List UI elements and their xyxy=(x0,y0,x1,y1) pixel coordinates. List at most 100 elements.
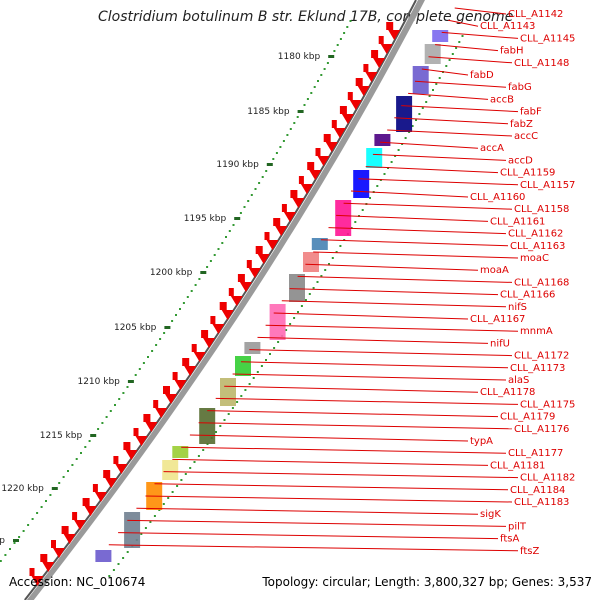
gene-leader-line xyxy=(428,56,513,64)
feature-block xyxy=(366,148,383,168)
gene-label: CLL_A1160 xyxy=(470,192,525,203)
gene-arrow xyxy=(333,128,346,138)
scale-dot xyxy=(306,98,309,100)
inner-dot xyxy=(369,197,371,199)
gene-leader-line xyxy=(414,80,507,88)
gene-arrow xyxy=(317,156,330,166)
gene-leader-line xyxy=(372,153,507,161)
gene-body xyxy=(72,512,78,520)
gene-arrow xyxy=(292,198,305,208)
scale-dot xyxy=(134,374,137,376)
inner-dot xyxy=(149,521,152,523)
gene-leader-line xyxy=(154,483,509,491)
scale-dot xyxy=(80,452,82,454)
feature-block xyxy=(124,512,141,548)
gene-arrow xyxy=(300,184,313,194)
gene-leader-line xyxy=(336,214,489,222)
scale-dot xyxy=(250,194,253,196)
gene-arrow xyxy=(165,394,177,404)
inner-dot xyxy=(425,101,428,103)
gene-label: pilT xyxy=(508,521,527,532)
gene-arrow xyxy=(283,212,296,222)
inner-dot xyxy=(112,569,115,571)
gene-body xyxy=(363,64,369,72)
gene-leader-line xyxy=(401,105,519,113)
feature-block xyxy=(311,238,328,250)
gene-label: CLL_A1173 xyxy=(510,363,565,374)
scale-dot xyxy=(45,500,47,502)
inner-dot xyxy=(219,425,222,427)
gene-label: CLL_A1184 xyxy=(510,485,565,496)
feature-block xyxy=(412,66,429,94)
feature-block xyxy=(396,96,413,132)
gene-body xyxy=(228,288,234,296)
gene-label: CLL_A1175 xyxy=(520,399,575,410)
gene-label: sigK xyxy=(480,509,501,520)
scale-dot xyxy=(31,518,34,520)
gene-body xyxy=(143,414,151,422)
scale-dot xyxy=(159,338,162,340)
gene-leader-line xyxy=(189,434,469,442)
gene-arrow xyxy=(174,380,187,390)
feature-block xyxy=(235,356,251,376)
scale-dot xyxy=(232,224,235,226)
gene-label: CLL_A1163 xyxy=(510,241,565,252)
inner-dot xyxy=(171,491,174,493)
scale-dot xyxy=(272,158,275,160)
inner-dot xyxy=(361,209,364,211)
scale-dot xyxy=(228,230,231,232)
gene-leader-line xyxy=(198,422,513,430)
scale-dot xyxy=(67,470,69,472)
gene-label: CLL_A1172 xyxy=(514,351,569,362)
gene-label: nifU xyxy=(490,338,510,349)
inner-dot xyxy=(277,341,280,343)
scale-dot xyxy=(349,20,352,22)
gene-leader-line xyxy=(305,263,479,271)
gene-body xyxy=(219,302,227,310)
inner-dot xyxy=(223,419,226,421)
scale-label: 1205 kbp xyxy=(114,323,157,333)
gene-arrow xyxy=(135,436,148,446)
gene-label: CLL_A1182 xyxy=(520,473,575,484)
gene-label: accC xyxy=(514,131,538,142)
gene-body xyxy=(153,400,159,408)
gene-leader-line xyxy=(448,19,479,27)
gene-body xyxy=(281,204,287,212)
scale-dot xyxy=(101,422,104,424)
scale-dot xyxy=(339,38,342,40)
scale-dot xyxy=(317,80,319,82)
gene-leader-line xyxy=(387,129,513,137)
gene-body xyxy=(61,526,69,534)
inner-dot xyxy=(248,383,251,385)
gene-leader-line xyxy=(163,471,519,479)
gene-label: nifS xyxy=(508,302,527,313)
inner-dot xyxy=(153,515,156,517)
scale-dot xyxy=(138,368,141,370)
gene-arrow xyxy=(74,520,87,530)
gene-arrow xyxy=(193,352,206,362)
scale-dot xyxy=(49,494,52,496)
gene-body xyxy=(273,218,281,226)
scale-dot xyxy=(179,308,181,310)
scale-dot xyxy=(261,176,264,178)
inner-dot xyxy=(167,497,170,499)
scale-dot xyxy=(293,122,296,124)
gene-leader-line xyxy=(328,227,507,235)
scale-dot xyxy=(9,548,11,550)
inner-dot xyxy=(455,47,458,49)
scale-dot xyxy=(13,542,16,544)
scale-dot xyxy=(182,302,185,304)
gene-leader-line xyxy=(172,458,489,466)
gene-body xyxy=(246,260,252,268)
scale-dot xyxy=(289,128,292,130)
scale-dot xyxy=(346,26,349,28)
feature-block xyxy=(432,30,449,42)
gene-leader-line xyxy=(232,373,507,381)
gene-label: CLL_A1176 xyxy=(514,424,569,435)
scale-dot xyxy=(22,530,25,532)
inner-dot xyxy=(451,53,454,55)
gene-label: CLL_A1157 xyxy=(520,180,575,191)
gene-leader-line xyxy=(281,300,507,308)
gene-label: CLL_A1167 xyxy=(470,314,525,325)
feature-block xyxy=(303,252,319,272)
